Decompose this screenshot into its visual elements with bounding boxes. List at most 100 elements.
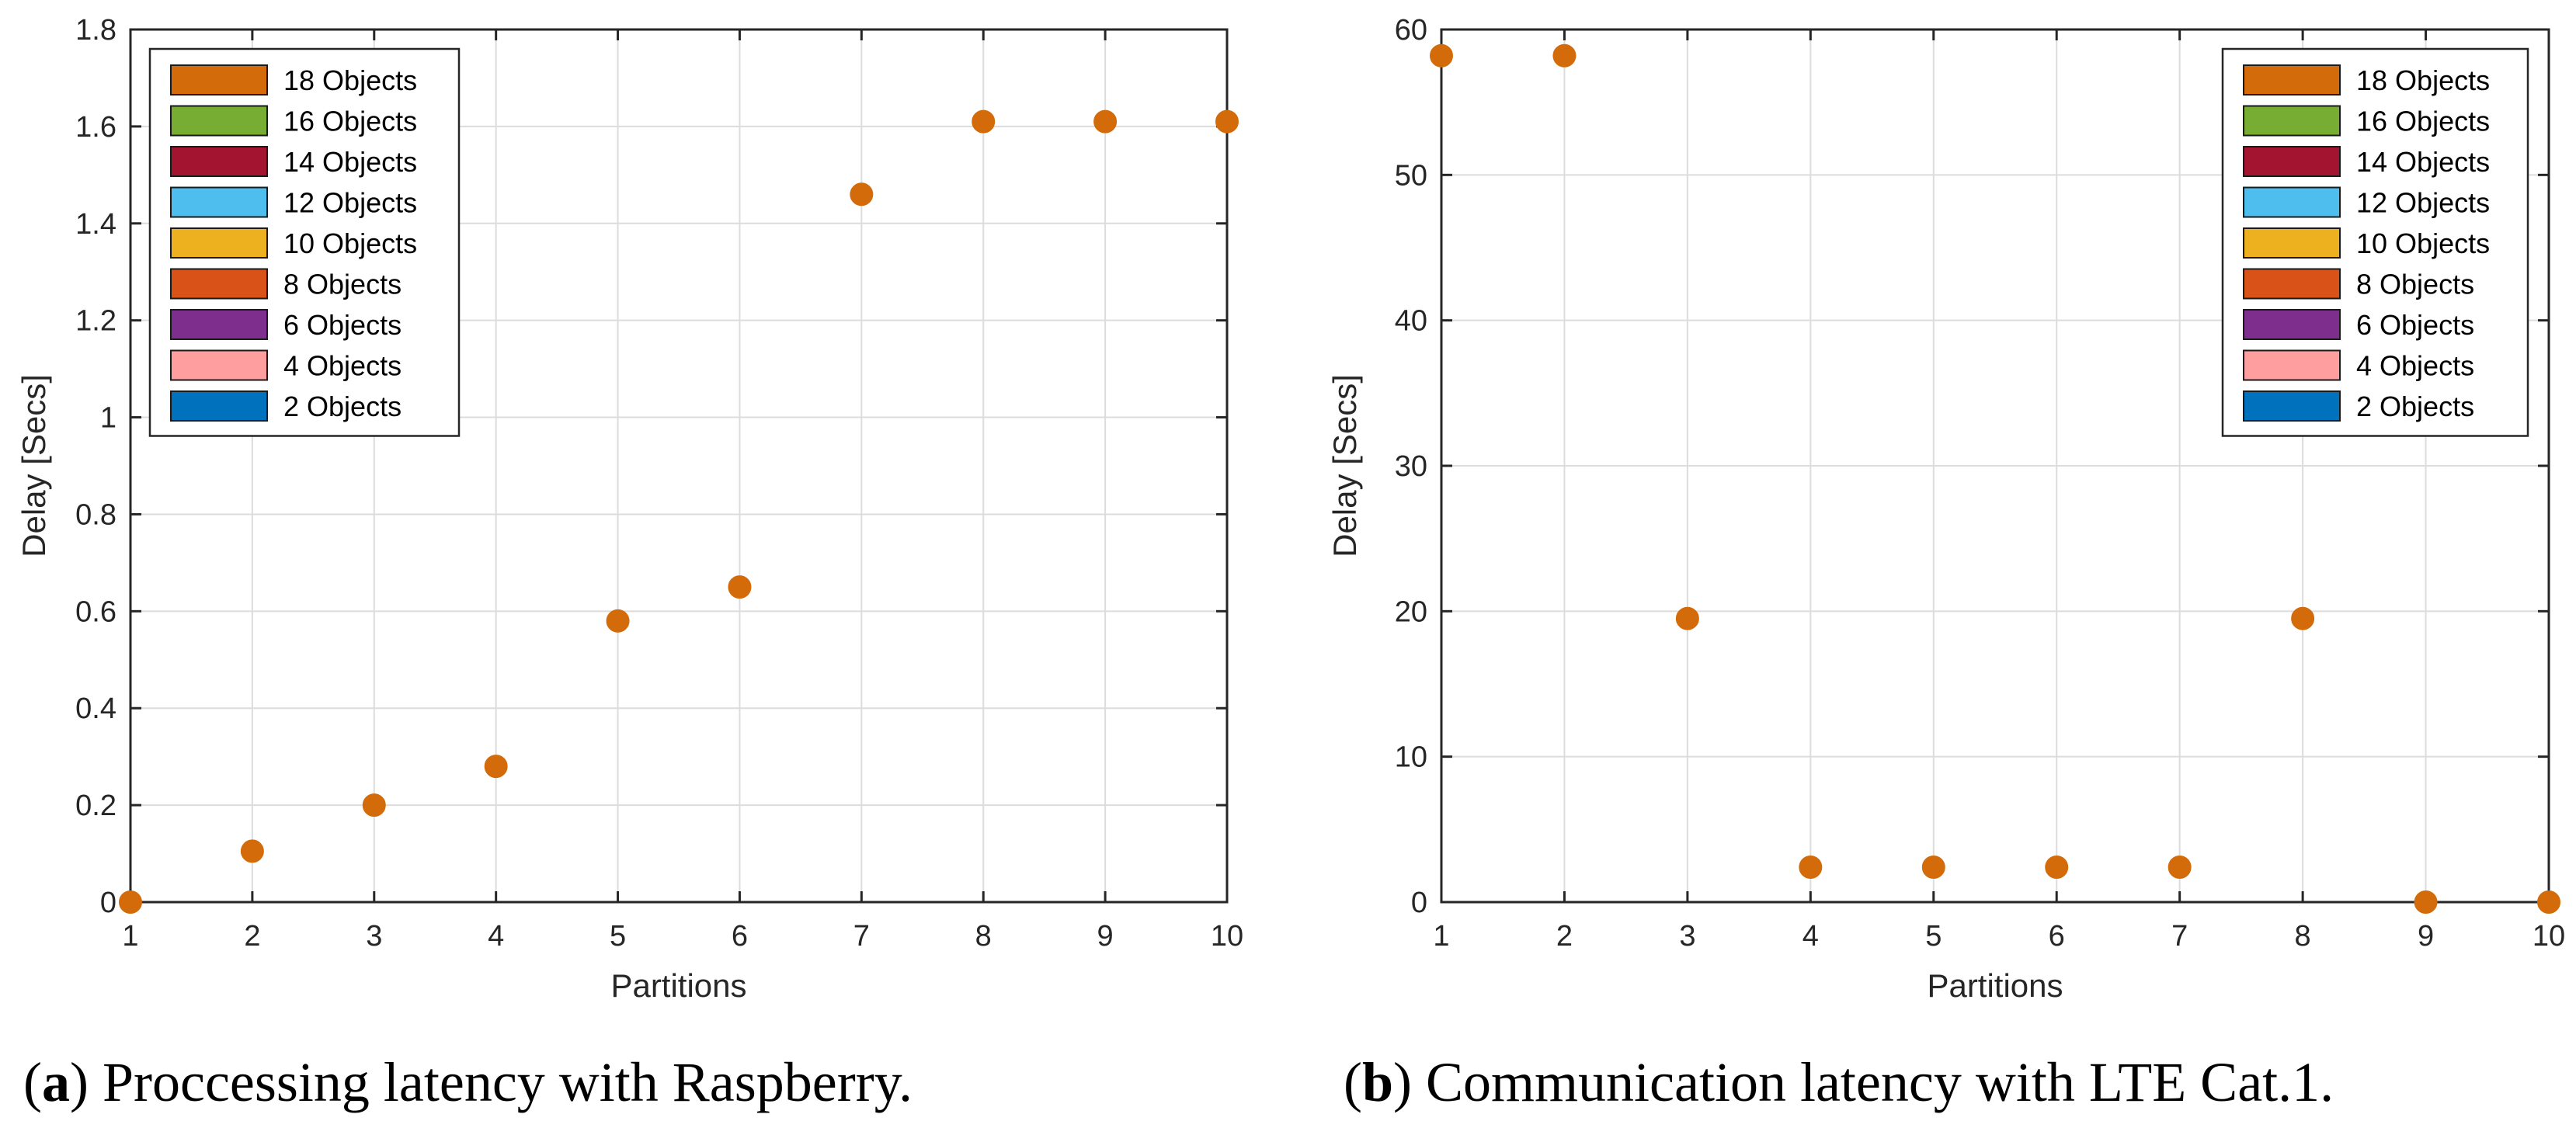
x-tick-label: 2 [244, 920, 260, 953]
legend-swatch [2243, 349, 2341, 381]
data-point [2168, 856, 2192, 880]
legend-label: 6 Objects [2356, 309, 2474, 341]
legend-swatch [170, 146, 268, 177]
y-tick-label: 1.6 [75, 111, 116, 144]
legend-b: 18 Objects 16 Objects 14 Objects 12 Objects… [2221, 47, 2529, 437]
legend-label: 8 Objects [2356, 269, 2474, 300]
y-tick-label: 10 [1395, 741, 1427, 774]
legend-label: 8 Objects [283, 269, 402, 300]
y-tick-label: 0 [1411, 887, 1427, 919]
legend-label: 12 Objects [283, 187, 417, 219]
x-tick-label: 6 [2049, 920, 2065, 953]
data-point [850, 182, 874, 207]
y-tick-labels-b: 0 10 20 30 40 50 60 [1395, 14, 2549, 919]
legend-swatch [2243, 105, 2341, 137]
data-point [1552, 43, 1577, 68]
legend-swatch [170, 64, 268, 95]
x-axis-title-b: Partitions [1927, 967, 2063, 1004]
legend-swatch [170, 349, 268, 381]
caption-open-paren-b: ( [1344, 1051, 1362, 1113]
data-point [2414, 890, 2438, 914]
legend-swatch [2243, 64, 2341, 95]
data-point [240, 839, 264, 863]
x-tick-label: 2 [1556, 920, 1573, 953]
chart-panel-a: 1 2 3 4 5 6 7 8 9 10 0 0.2 0.4 0.6 0.8 1 1.2 1.4 1.6 1.8 P… [16, 14, 1243, 1113]
legend-swatch [2243, 146, 2341, 177]
data-point [1921, 856, 1945, 880]
x-tick-label: 7 [2171, 920, 2188, 953]
legend-swatch [2243, 268, 2341, 300]
data-point [2291, 606, 2315, 630]
legend-label: 6 Objects [283, 309, 402, 341]
data-point [1215, 109, 1239, 134]
y-tick-label: 0 [100, 887, 116, 919]
legend-swatch [170, 309, 268, 340]
x-tick-label: 10 [1211, 920, 1243, 953]
x-tick-label: 6 [732, 920, 748, 953]
data-points-b [1430, 43, 2560, 914]
x-tick-label: 3 [366, 920, 382, 953]
caption-label-a: a [42, 1051, 70, 1113]
x-tick-label: 5 [1925, 920, 1942, 953]
y-axis-title-b: Delay [Secs] [1326, 374, 1363, 557]
legend-swatch [170, 105, 268, 137]
data-point [119, 890, 142, 914]
data-point [484, 755, 508, 779]
y-tick-label: 1.4 [75, 208, 116, 241]
legend-swatch [2243, 227, 2341, 259]
x-tick-label: 10 [2533, 920, 2565, 953]
x-tick-label: 1 [122, 920, 138, 953]
data-point [1675, 606, 1699, 630]
legend-label: 2 Objects [2356, 390, 2474, 422]
x-tick-label: 4 [1803, 920, 1819, 953]
x-tick-label: 8 [975, 920, 992, 953]
data-point [1093, 109, 1118, 134]
caption-a: (a) Proccessing latency with Raspberry. [23, 1051, 913, 1113]
x-tick-label: 4 [488, 920, 504, 953]
y-tick-label: 50 [1395, 159, 1427, 192]
legend-swatch [2243, 186, 2341, 218]
legend-swatch [170, 227, 268, 259]
legend-label: 2 Objects [283, 390, 402, 422]
legend-label: 18 Objects [2356, 64, 2490, 96]
y-tick-label: 1.2 [75, 305, 116, 338]
data-point [2537, 890, 2560, 914]
y-tick-label: 20 [1395, 595, 1427, 628]
grid-b [1441, 29, 2550, 903]
y-axis-title-a: Delay [Secs] [16, 374, 52, 557]
x-tick-labels-a: 1 2 3 4 5 6 7 8 9 10 [122, 30, 1243, 953]
legend-label: 18 Objects [283, 64, 417, 96]
y-tick-label: 0.2 [75, 790, 116, 822]
data-points-a [119, 109, 1239, 914]
legend-swatch [170, 390, 268, 422]
x-axis-title-a: Partitions [610, 967, 746, 1004]
data-point [2045, 856, 2069, 880]
legend-swatch [170, 186, 268, 218]
legend-swatch [2243, 309, 2341, 340]
caption-label-b: b [1362, 1051, 1393, 1113]
caption-text-a: ) Proccessing latency with Raspberry. [70, 1051, 913, 1113]
legend-label: 12 Objects [2356, 187, 2490, 219]
x-tick-label: 1 [1433, 920, 1449, 953]
caption-b: (b) Communication latency with LTE Cat.1… [1344, 1051, 2334, 1113]
y-tick-label: 60 [1395, 14, 1427, 47]
legend-a: 18 Objects 16 Objects 14 Objects 12 Objects… [148, 47, 461, 437]
data-point [606, 609, 630, 633]
data-point [1430, 43, 1453, 68]
x-tick-label: 9 [1097, 920, 1114, 953]
legend-label: 4 Objects [283, 350, 402, 382]
y-tick-label: 30 [1395, 450, 1427, 483]
x-tick-label: 9 [2418, 920, 2434, 953]
data-point [728, 575, 752, 599]
legend-label: 16 Objects [283, 106, 417, 137]
legend-label: 4 Objects [2356, 350, 2474, 382]
legend-label: 10 Objects [283, 227, 417, 259]
legend-label: 16 Objects [2356, 106, 2490, 137]
y-tick-label: 40 [1395, 305, 1427, 338]
y-tick-label: 0.4 [75, 692, 116, 725]
caption-open-paren-a: ( [23, 1051, 42, 1113]
chart-panel-b: 1 2 3 4 5 6 7 8 9 10 0 10 20 30 40 50 60 Partitions Del… [1326, 14, 2565, 1113]
y-tick-label: 1 [100, 402, 116, 435]
plot-frame-a [129, 28, 1229, 904]
caption-text-b: ) Communication latency with LTE Cat.1. [1393, 1051, 2334, 1113]
